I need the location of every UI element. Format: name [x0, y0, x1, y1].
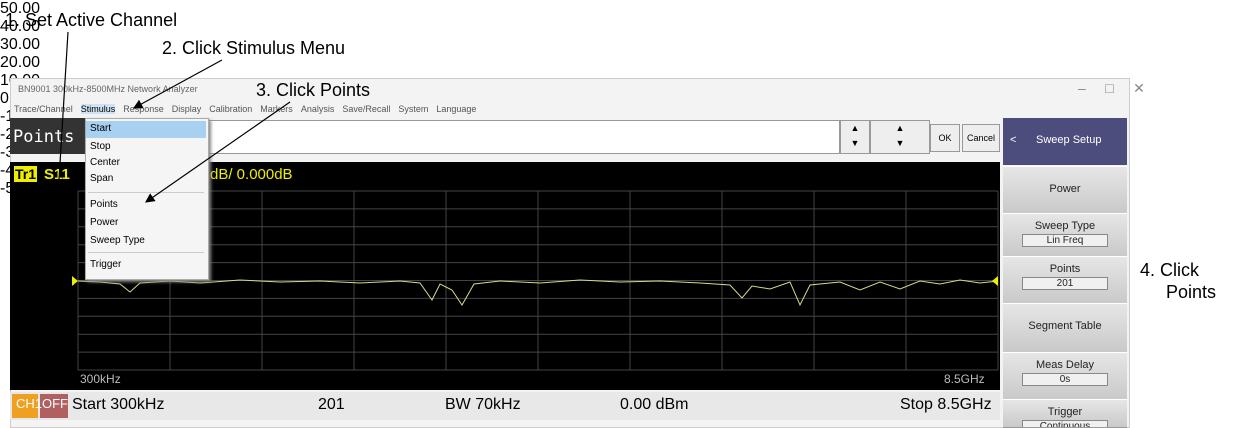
graticule: [77, 190, 999, 371]
panel-header: Sweep Setup: [1036, 134, 1102, 146]
arrow: [132, 59, 223, 109]
button-value: 201: [1022, 277, 1108, 290]
off-badge: [40, 394, 68, 418]
dropdown-item[interactable]: Sweep Type: [90, 235, 145, 246]
separator: [88, 252, 204, 253]
dropdown-item[interactable]: Points: [90, 199, 118, 210]
menu-item[interactable]: Language: [436, 104, 477, 114]
button-value: Continuous: [1022, 420, 1108, 427]
annotation: 3. Click Points: [256, 80, 371, 100]
status-off: OFF: [42, 396, 68, 411]
menu-item[interactable]: System: [398, 104, 429, 114]
panel-button[interactable]: Segment Table: [1003, 303, 1127, 353]
panel-button[interactable]: Trigger Continuous: [1003, 399, 1127, 428]
cancel-button[interactable]: Cancel: [962, 124, 1000, 152]
window-title: BN9001 300kHz-8500MHz Network Analyzer: [18, 84, 198, 94]
entry-label-bg: [10, 118, 86, 154]
dropdown-item[interactable]: Trigger: [90, 259, 122, 270]
status-bg: [10, 392, 1000, 420]
status-channel: CH1: [16, 396, 43, 411]
dropdown-highlight: [86, 121, 206, 138]
button-label: Sweep Type: [1034, 220, 1096, 232]
x-stop: 8.5GHz: [944, 372, 985, 386]
menu-item[interactable]: Response: [123, 104, 164, 114]
status-power: 0.00 dBm: [620, 396, 689, 413]
dropdown-item[interactable]: Stop: [90, 141, 111, 152]
entry-input[interactable]: [86, 120, 840, 154]
panel-back[interactable]: <: [1010, 134, 1017, 146]
status-stop: Stop 8.5GHz: [900, 396, 992, 413]
dropdown-item[interactable]: Center: [90, 157, 121, 168]
ch-badge: [12, 394, 38, 418]
dropdown-item[interactable]: Span: [90, 173, 114, 184]
annotation: 2. Click Stimulus Menu: [162, 38, 346, 58]
menu-item[interactable]: Display: [171, 104, 202, 114]
annotation: 4. Click: [1140, 260, 1200, 280]
status-points: 201: [318, 396, 345, 413]
status-bw: BW 70kHz: [445, 396, 521, 413]
y-label: 20.00: [0, 54, 41, 71]
y-label: 40.00: [0, 18, 41, 35]
arrow: [49, 31, 69, 264]
button-label: Power: [1049, 183, 1081, 195]
button-label: Points: [1049, 263, 1081, 275]
menu-bar: Trace/Channel Stimulus Response Display Cali…: [14, 104, 484, 114]
window-controls[interactable]: – □ ✕: [1078, 80, 1145, 96]
y-label: 30.00: [0, 36, 41, 53]
menu-item[interactable]: Calibration: [209, 104, 253, 114]
menu-item[interactable]: Save/Recall: [342, 104, 391, 114]
button-value: 0s: [1022, 373, 1108, 386]
trace-label: Tr1: [14, 166, 38, 182]
button-label: Segment Table: [1028, 320, 1102, 332]
panel-button[interactable]: Power: [1003, 166, 1127, 214]
button-value: Lin Freq: [1022, 234, 1108, 247]
panel-button[interactable]: Meas Delay 0s: [1003, 352, 1127, 400]
ref-marker-left: [72, 276, 78, 286]
ref-marker-right: [992, 276, 998, 286]
menu-item[interactable]: Markers: [260, 104, 293, 114]
separator: [88, 192, 204, 193]
menu-item[interactable]: Analysis: [300, 104, 335, 114]
status-start: Start 300kHz: [72, 396, 165, 413]
entry-label: Points: [13, 127, 75, 147]
y-label: 50.00: [0, 0, 41, 17]
annotation: Points: [1166, 282, 1217, 302]
spin-1[interactable]: ▲ ▼: [840, 120, 870, 154]
menu-item[interactable]: Trace/Channel: [14, 104, 73, 114]
annotation: 1. Set Active Channel: [5, 10, 178, 30]
trace-param: S11: [44, 166, 70, 183]
button-label: Trigger: [1047, 406, 1083, 418]
x-start: 300kHz: [80, 372, 121, 386]
spin-2[interactable]: ▲ ▼: [870, 120, 930, 154]
panel-header-bg: [1003, 118, 1127, 165]
dropdown-item[interactable]: Power: [90, 217, 119, 228]
ok-button[interactable]: OK: [930, 124, 960, 152]
button-label: Meas Delay: [1035, 359, 1095, 371]
trace: [77, 279, 999, 307]
arrow: [145, 101, 291, 203]
menu-item[interactable]: Stimulus: [80, 104, 116, 114]
trace-scale: dB/ 0.000dB: [210, 166, 293, 183]
dropdown-item[interactable]: Start: [90, 123, 112, 134]
